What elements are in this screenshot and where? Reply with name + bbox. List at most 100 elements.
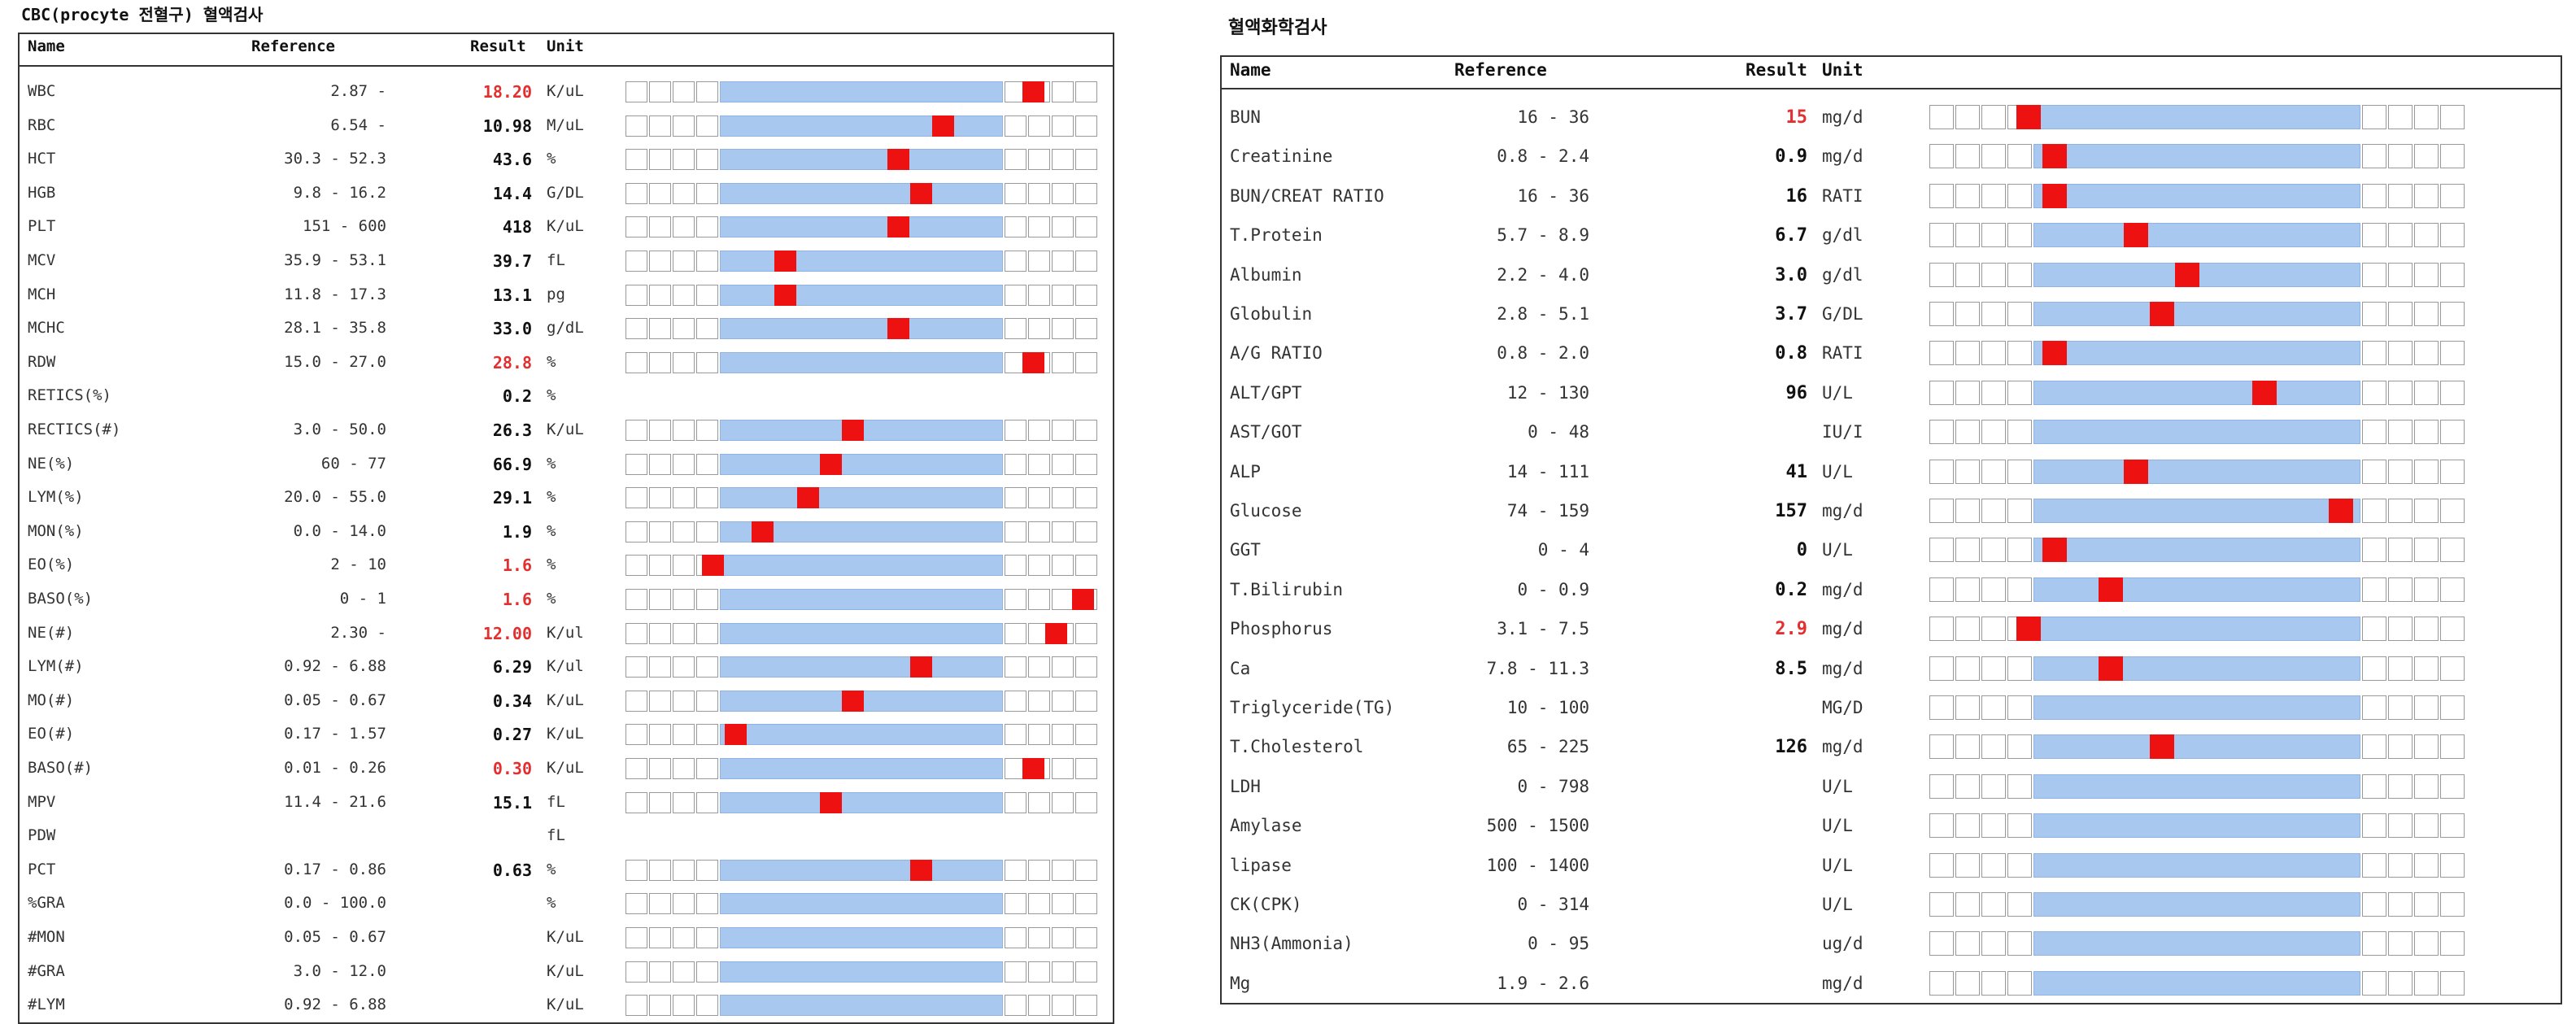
result-unit: G/DL — [1822, 304, 1863, 324]
result-value: 66.9 — [492, 454, 532, 474]
gauge-normal-band — [720, 182, 1003, 204]
gauge-low-cell — [1929, 144, 1954, 169]
gauge-high-cell — [1005, 622, 1026, 644]
reference-range: 3.1 - 7.5 — [1497, 619, 1589, 639]
gauge-high-cell — [1052, 893, 1074, 915]
gauge-result-marker — [1022, 351, 1044, 373]
header-name: Name — [28, 37, 65, 55]
gauge-high-cell — [2362, 262, 2386, 287]
result-unit: g/dL — [547, 319, 584, 338]
gauge-low-cell — [673, 859, 695, 881]
gauge-high-cell — [2414, 656, 2439, 681]
gauge-high-cell — [2388, 459, 2413, 484]
header-result: Result — [1746, 60, 1807, 80]
gauge-low-cell — [673, 216, 695, 238]
range-gauge — [625, 81, 1099, 102]
gauge-low-cell — [696, 318, 718, 340]
gauge-normal-band — [720, 487, 1003, 509]
table-row: EO(#) 0.17 - 1.57 0.27 K/uL — [20, 717, 1113, 752]
gauge-low-cell — [1981, 262, 2006, 287]
result-unit: K/ul — [547, 623, 584, 642]
range-gauge — [625, 690, 1099, 712]
reference-range: 14 - 111 — [1506, 461, 1589, 481]
test-name: MCHC — [28, 319, 65, 338]
gauge-result-marker — [2124, 223, 2148, 248]
reference-range: 11.4 - 21.6 — [284, 792, 386, 811]
gauge-high-cell — [1005, 893, 1026, 915]
gauge-normal-band — [2033, 499, 2360, 523]
gauge-low-cell — [625, 893, 647, 915]
result-value: 14.4 — [492, 183, 532, 203]
test-name: GGT — [1230, 540, 1261, 560]
gauge-high-cell — [1052, 149, 1074, 171]
gauge-low-cell — [625, 351, 647, 373]
result-unit: K/uL — [547, 691, 584, 709]
table-row: Phosphorus 3.1 - 7.5 2.9 mg/d — [1222, 609, 2561, 648]
gauge-low-cell — [673, 893, 695, 915]
gauge-high-cell — [2414, 341, 2439, 366]
gauge-high-cell — [2362, 892, 2386, 917]
gauge-low-cell — [1929, 617, 1954, 642]
gauge-low-cell — [625, 420, 647, 441]
result-unit: G/DL — [547, 183, 584, 202]
gauge-low-cell — [625, 284, 647, 306]
gauge-low-cell — [2007, 577, 2032, 602]
gauge-high-cell — [1005, 115, 1026, 137]
table-row: GGT 0 - 4 0 U/L — [1222, 530, 2561, 569]
gauge-normal-band — [720, 961, 1003, 983]
gauge-low-cell — [2007, 970, 2032, 996]
reference-range: 0 - 95 — [1528, 934, 1589, 954]
gauge-high-cell — [2362, 183, 2386, 208]
gauge-low-cell — [673, 995, 695, 1017]
table-row: ALT/GPT 12 - 130 96 U/L — [1222, 373, 2561, 412]
gauge-high-cell — [1028, 555, 1050, 577]
result-unit: IU/I — [1822, 422, 1863, 442]
range-gauge — [1929, 144, 2466, 169]
gauge-high-cell — [2388, 773, 2413, 799]
gauge-normal-band — [720, 859, 1003, 881]
gauge-low-cell — [1929, 656, 1954, 681]
gauge-low-cell — [1955, 577, 1980, 602]
header-reference: Reference — [251, 37, 335, 55]
gauge-result-marker — [2042, 341, 2067, 366]
reference-range: 30.3 - 52.3 — [284, 150, 386, 168]
gauge-result-marker — [2042, 144, 2067, 169]
gauge-normal-band — [2033, 341, 2360, 366]
gauge-high-cell — [1052, 521, 1074, 543]
gauge-low-cell — [673, 791, 695, 813]
gauge-low-cell — [1929, 459, 1954, 484]
gauge-high-cell — [2414, 852, 2439, 878]
reference-range: 60 - 77 — [320, 454, 386, 473]
gauge-result-marker — [820, 791, 842, 813]
gauge-low-cell — [625, 521, 647, 543]
gauge-high-cell — [1075, 284, 1097, 306]
table-row: #GRA 3.0 - 12.0 K/uL — [20, 955, 1113, 989]
test-name: LDH — [1230, 776, 1261, 796]
gauge-low-cell — [1929, 734, 1954, 760]
gauge-high-cell — [2362, 931, 2386, 956]
table-row: RECTICS(#) 3.0 - 50.0 26.3 K/uL — [20, 413, 1113, 447]
gauge-high-cell — [2362, 656, 2386, 681]
table-row: T.Cholesterol 65 - 225 126 mg/d — [1222, 727, 2561, 766]
result-unit: mg/d — [1822, 579, 1863, 599]
gauge-normal-band — [720, 351, 1003, 373]
gauge-high-cell — [2362, 380, 2386, 405]
gauge-low-cell — [673, 927, 695, 948]
gauge-low-cell — [673, 724, 695, 746]
result-unit: K/uL — [547, 725, 584, 743]
gauge-high-cell — [1052, 589, 1074, 610]
table-row: Ca 7.8 - 11.3 8.5 mg/d — [1222, 649, 2561, 688]
gauge-high-cell — [1028, 589, 1050, 610]
range-gauge — [1929, 773, 2466, 799]
gauge-high-cell — [1052, 724, 1074, 746]
result-unit: mg/d — [1822, 501, 1863, 521]
table-header: Name Reference Result Unit — [20, 34, 1113, 67]
gauge-normal-band — [2033, 223, 2360, 248]
gauge-low-cell — [1955, 695, 1980, 720]
gauge-high-cell — [1052, 690, 1074, 712]
gauge-low-cell — [1929, 852, 1954, 878]
table-row: BASO(%) 0 - 1 1.6% — [20, 582, 1113, 617]
gauge-low-cell — [625, 115, 647, 137]
gauge-result-marker — [725, 724, 747, 746]
test-name: T.Protein — [1230, 225, 1323, 246]
